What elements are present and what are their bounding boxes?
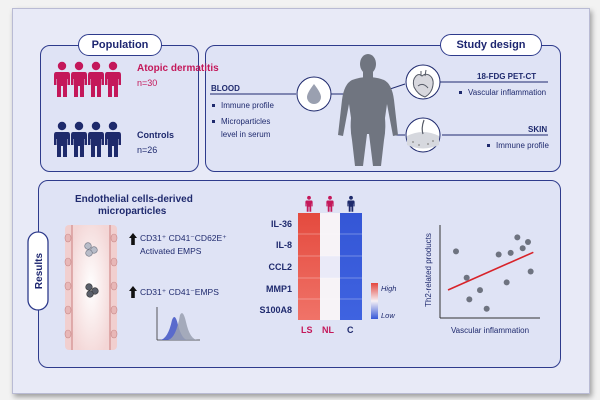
scatter-point (507, 249, 514, 256)
scatter-xlabel: Vascular inflammation (451, 326, 529, 335)
results-title-box (27, 231, 49, 311)
controls-label: Controls (137, 130, 174, 140)
population-title: Population (78, 34, 162, 56)
results-title: Results (34, 253, 45, 290)
flow-histogram-icon (156, 307, 200, 341)
skin-icon (405, 117, 441, 153)
controls-people-icon (54, 121, 121, 157)
heatmap-row-il8: IL-8 (275, 240, 292, 250)
scatter-trend-line (447, 251, 534, 291)
heatmap-legend-low: Low (381, 311, 395, 320)
emp-activated-marker: CD31⁺ CD41⁻CD62E⁺ (140, 233, 227, 243)
blood-title: BLOOD (211, 84, 240, 93)
scatter-point (466, 296, 473, 303)
scatter-point (525, 239, 531, 246)
atopic-dermatitis-people-icon (54, 61, 121, 97)
blood-item-serum: level in serum (221, 130, 271, 139)
pet-item-vascular: Vascular inflammation (459, 88, 546, 97)
heatmap-row-ccl2: CCL2 (268, 262, 292, 272)
scatter-point (495, 251, 502, 258)
scatter-ylabel: Th2-related products (424, 233, 433, 307)
heatmap-col-c: C (347, 325, 354, 335)
scatter-point (483, 305, 490, 312)
emp-marker: CD31⁺ CD41⁻EMPS (140, 287, 219, 297)
scatter-point (527, 268, 534, 275)
study-design-title: Study design (440, 34, 542, 56)
scatter-point (519, 245, 526, 252)
heart-icon (405, 64, 441, 100)
scatter-plot (439, 225, 540, 319)
increase-arrow-icons (129, 233, 137, 298)
emp-title-line2: microparticles (98, 206, 167, 217)
pet-title: 18-FDG PET-CT (477, 72, 537, 81)
human-silhouette-icon (338, 54, 398, 166)
heatmap-column-c (340, 213, 362, 320)
scatter-point (503, 279, 510, 286)
controls-count: n=26 (137, 145, 158, 155)
scatter-point (453, 248, 459, 255)
heatmap-legend-bar (371, 283, 378, 319)
heatmap-row-s100a8: S100A8 (259, 305, 292, 315)
heatmap (298, 195, 378, 320)
blood-vessel-icon (64, 225, 118, 350)
heatmap-row-mmp1: MMP1 (265, 284, 292, 294)
blood-item-microparticles: Microparticles (212, 117, 270, 126)
emp-title-line1: Endothelial cells-derived (75, 194, 193, 205)
blood-item-immune-profile: Immune profile (212, 101, 274, 110)
scatter-point (477, 287, 483, 294)
heatmap-col-nl: NL (322, 325, 334, 335)
heatmap-column-ls (298, 213, 320, 320)
atopic-dermatitis-count: n=30 (137, 78, 158, 88)
heatmap-row-il36: IL-36 (270, 219, 292, 229)
heatmap-legend-high: High (381, 284, 397, 293)
scatter-point (463, 274, 470, 281)
scatter-point (514, 234, 521, 241)
blood-drop-icon (296, 76, 332, 112)
skin-item-immune-profile: Immune profile (487, 141, 549, 150)
heatmap-col-ls: LS (301, 325, 313, 335)
skin-title: SKIN (528, 125, 548, 134)
emp-activated-label: Activated EMPS (140, 246, 202, 256)
atopic-dermatitis-label: Atopic dermatitis (137, 63, 219, 74)
